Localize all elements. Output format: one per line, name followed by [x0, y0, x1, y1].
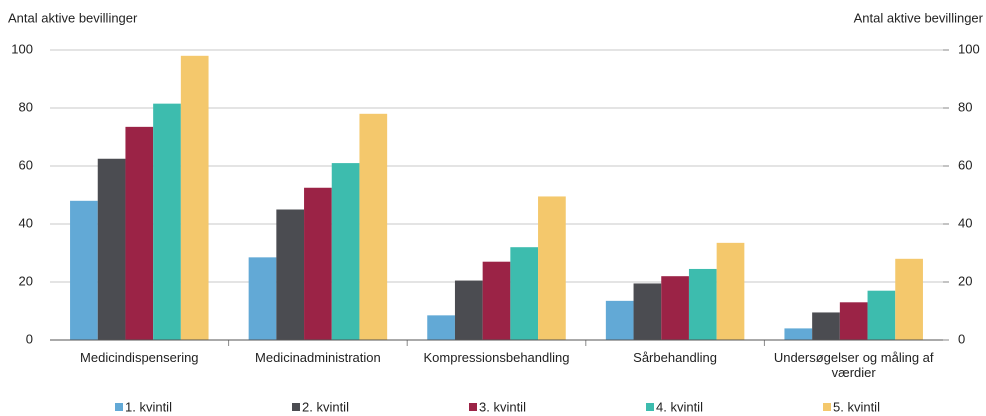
x-tick-label: Undersøgelser og måling af værdier	[773, 350, 934, 380]
y2-tick-label: 80	[958, 99, 972, 114]
legend-swatch	[292, 403, 300, 411]
x-tick-label: Medicinadministration	[255, 350, 381, 365]
y-tick-label: 40	[19, 215, 33, 230]
y2-tick-label: 0	[958, 331, 965, 346]
bar	[510, 247, 539, 340]
bar	[867, 290, 896, 340]
y2-axis-label: Antal aktive bevillinger	[854, 10, 984, 25]
y-axis-label: Antal aktive bevillinger	[8, 10, 138, 25]
legend-swatch	[115, 403, 123, 411]
bar	[125, 126, 154, 340]
bar	[716, 242, 745, 340]
bar	[661, 276, 689, 340]
bar	[605, 300, 634, 340]
bar	[248, 257, 277, 340]
bar	[454, 280, 483, 340]
legend-swatch	[469, 403, 477, 411]
legend-label: 1. kvintil	[125, 399, 172, 414]
bar	[812, 312, 840, 340]
bar	[97, 158, 126, 340]
legend-swatch	[646, 403, 654, 411]
y-tick-label: 20	[19, 273, 33, 288]
bar	[304, 187, 332, 340]
bar	[538, 196, 566, 340]
bar	[70, 200, 98, 340]
y-tick-label: 60	[19, 157, 33, 172]
legend-label: 2. kvintil	[302, 399, 349, 414]
y-tick-label: 100	[11, 41, 33, 56]
bar	[688, 268, 717, 340]
legend-swatch	[823, 403, 831, 411]
x-tick-label: Kompressionsbehandling	[423, 350, 570, 365]
y2-tick-label: 60	[958, 157, 972, 172]
bar	[276, 209, 305, 340]
legend-label: 3. kvintil	[479, 399, 526, 414]
legend-label: 4. kvintil	[656, 399, 703, 414]
bar	[359, 113, 388, 340]
legend-label: 5. kvintil	[833, 399, 880, 414]
bar	[482, 261, 511, 340]
bar	[180, 55, 209, 341]
bar	[839, 302, 868, 340]
y-tick-label: 0	[26, 331, 33, 346]
bar	[633, 283, 662, 340]
y2-tick-label: 20	[958, 273, 972, 288]
bar	[784, 328, 813, 340]
bar	[153, 103, 181, 341]
y-tick-label: 80	[19, 99, 33, 114]
y2-tick-label: 100	[958, 41, 980, 56]
bar	[427, 315, 455, 340]
bar	[895, 258, 923, 340]
x-tick-label: Medicindispensering	[80, 350, 199, 365]
bar	[331, 163, 360, 340]
x-tick-label: Sårbehandling	[633, 350, 718, 365]
y2-tick-label: 40	[958, 215, 972, 230]
